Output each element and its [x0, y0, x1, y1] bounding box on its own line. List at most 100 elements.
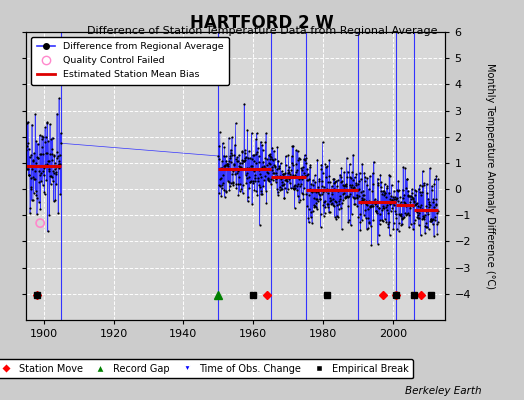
Point — [228, 181, 237, 188]
Point — [221, 194, 229, 200]
Point — [432, 210, 441, 216]
Point — [383, 207, 391, 214]
Point — [416, 204, 424, 210]
Point — [348, 182, 356, 188]
Point — [361, 174, 369, 180]
Point — [401, 185, 410, 192]
Point — [357, 200, 365, 206]
Point — [400, 214, 408, 220]
Point — [290, 205, 299, 211]
Point — [328, 200, 336, 207]
Point — [54, 162, 62, 168]
Point — [49, 178, 57, 184]
Point — [377, 179, 385, 186]
Point — [396, 201, 404, 208]
Point — [335, 201, 344, 207]
Point — [260, 173, 269, 179]
Point — [276, 173, 284, 180]
Point — [330, 179, 338, 186]
Point — [288, 153, 296, 160]
Point — [422, 220, 430, 226]
Point — [301, 172, 309, 179]
Point — [301, 157, 309, 164]
Point — [411, 192, 420, 198]
Point — [286, 180, 294, 186]
Point — [427, 216, 435, 222]
Point — [299, 190, 307, 197]
Point — [49, 168, 58, 175]
Point — [239, 158, 248, 164]
Point — [412, 188, 420, 194]
Point — [244, 194, 253, 200]
Point — [385, 172, 394, 178]
Point — [51, 171, 60, 177]
Point — [284, 167, 292, 173]
Point — [311, 179, 320, 186]
Point — [407, 221, 415, 227]
Point — [299, 156, 308, 162]
Point — [291, 185, 299, 192]
Point — [52, 164, 61, 170]
Point — [220, 187, 228, 194]
Point — [427, 218, 435, 224]
Point — [374, 180, 383, 186]
Point — [321, 204, 330, 210]
Point — [401, 203, 410, 209]
Point — [394, 178, 402, 184]
Point — [416, 214, 424, 221]
Point — [277, 176, 285, 183]
Point — [296, 174, 304, 180]
Point — [292, 160, 301, 167]
Point — [236, 181, 245, 188]
Point — [54, 210, 62, 216]
Point — [314, 184, 322, 190]
Point — [387, 182, 396, 188]
Point — [234, 181, 242, 187]
Point — [343, 192, 352, 199]
Point — [225, 186, 234, 193]
Point — [408, 186, 416, 192]
Point — [353, 194, 362, 200]
Point — [34, 140, 42, 147]
Point — [400, 199, 408, 205]
Point — [40, 191, 49, 198]
Point — [53, 155, 61, 162]
Point — [419, 214, 428, 221]
Point — [303, 176, 312, 183]
Point — [307, 188, 315, 194]
Point — [233, 170, 241, 176]
Point — [374, 241, 382, 247]
Point — [227, 152, 236, 159]
Point — [394, 198, 402, 204]
Point — [45, 166, 53, 172]
Point — [319, 170, 327, 176]
Point — [36, 151, 45, 157]
Point — [242, 172, 250, 178]
Point — [56, 190, 64, 197]
Point — [243, 165, 252, 171]
Point — [332, 178, 340, 185]
Point — [397, 222, 406, 228]
Point — [247, 130, 256, 136]
Point — [57, 130, 65, 136]
Point — [419, 168, 427, 174]
Point — [233, 158, 242, 165]
Point — [215, 129, 224, 135]
Point — [335, 186, 343, 193]
Point — [377, 217, 386, 223]
Point — [39, 168, 47, 174]
Point — [283, 170, 292, 176]
Point — [323, 179, 332, 185]
Point — [44, 158, 52, 164]
Point — [263, 156, 271, 163]
Point — [349, 184, 357, 191]
Point — [307, 181, 315, 188]
Point — [420, 216, 428, 222]
Point — [53, 110, 61, 117]
Point — [313, 156, 322, 163]
Point — [398, 216, 407, 222]
Point — [423, 190, 432, 196]
Point — [46, 121, 54, 128]
Point — [425, 202, 434, 208]
Point — [375, 232, 383, 238]
